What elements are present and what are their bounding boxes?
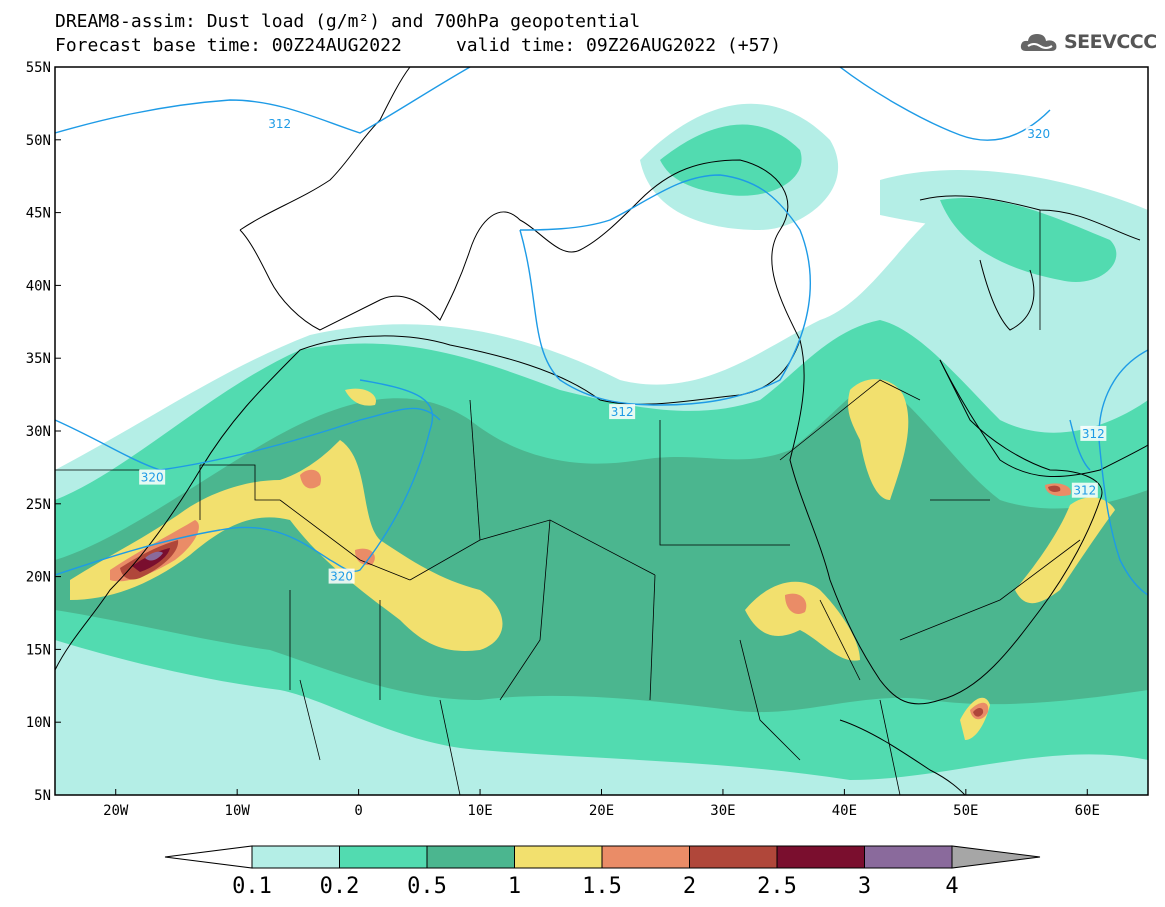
contour-label: 320 — [330, 570, 353, 584]
dust-fields — [55, 67, 1148, 795]
colorbar-label: 1.5 — [582, 874, 622, 899]
cloud-icon — [1020, 34, 1057, 51]
colorbar-swatch — [776, 845, 865, 869]
colorbar-max-arrow — [951, 845, 1041, 869]
colorbar-label: 2 — [683, 874, 696, 899]
colorbar-label: 4 — [945, 874, 958, 899]
lon-tick-label: 60E — [1075, 803, 1100, 819]
contour-label-background — [139, 469, 166, 485]
lat-tick-label: 40N — [26, 278, 51, 294]
longitude-axis: 20W 10W 0 10E 20E 30E 40E 50E 60E — [103, 789, 1100, 819]
lat-tick-label: 55N — [26, 60, 51, 76]
lat-tick-label: 45N — [26, 206, 51, 222]
colorbar-min-arrow — [164, 845, 253, 869]
colorbar-label: 2.5 — [757, 874, 797, 899]
lon-tick-label: 10W — [225, 803, 251, 819]
colorbar-label: 1 — [508, 874, 521, 899]
geopotential-contours — [55, 67, 1148, 596]
colorbar-swatch — [514, 845, 603, 869]
lat-tick-label: 20N — [26, 570, 51, 586]
lat-tick-label: 25N — [26, 497, 51, 513]
contour-label-background — [1071, 482, 1098, 498]
logo-text: SEEVCCC — [1064, 31, 1157, 53]
seevccc-logo: SEEVCCC — [1018, 28, 1157, 56]
colorbar-swatch — [251, 845, 340, 869]
contour-label: 320 — [1027, 127, 1050, 141]
colorbar-label: 3 — [858, 874, 871, 899]
colorbar-swatch — [601, 845, 690, 869]
contour-label: 312 — [1073, 484, 1096, 498]
lat-tick-label: 15N — [26, 642, 51, 658]
lon-tick-label: 10E — [467, 803, 492, 819]
lat-tick-label: 10N — [26, 715, 51, 731]
lat-tick-label: 35N — [26, 351, 51, 367]
contour-label: 320 — [141, 471, 164, 485]
lon-tick-label: 0 — [354, 803, 362, 819]
lat-tick-label: 30N — [26, 424, 51, 440]
contour-label-background — [266, 115, 293, 131]
colorbar-swatch — [864, 845, 953, 869]
colorbar-label: 0.2 — [320, 874, 360, 899]
lat-tick-label: 50N — [26, 133, 51, 149]
colorbar-swatch — [426, 845, 515, 869]
colorbar-swatch — [689, 845, 778, 869]
contour-label: 312 — [611, 405, 634, 419]
lat-tick-label: 5N — [34, 788, 51, 804]
lon-tick-label: 20E — [589, 803, 614, 819]
forecast-time-line: Forecast base time: 00Z24AUG2022 valid t… — [55, 35, 782, 56]
contour-label: 312 — [268, 117, 291, 131]
contour-label-background — [1025, 125, 1052, 141]
contour-label-background — [1080, 425, 1107, 441]
contour-labels: 312 320 320 320 312 312 312 — [139, 115, 1107, 584]
contour-label-background — [609, 404, 636, 420]
map-title: DREAM8-assim: Dust load (g/m²) and 700hP… — [55, 11, 641, 32]
lon-tick-label: 50E — [953, 803, 978, 819]
contour-label: 312 — [1082, 427, 1105, 441]
colorbar-label: 0.5 — [407, 874, 447, 899]
colorbar-swatch — [339, 845, 428, 869]
lon-tick-label: 40E — [832, 803, 857, 819]
lon-tick-label: 30E — [710, 803, 735, 819]
contour-label-background — [328, 568, 355, 584]
lon-tick-label: 20W — [103, 803, 129, 819]
latitude-axis: 55N 50N 45N 40N 35N 30N 25N 20N 15N 10N 5N — [26, 60, 61, 804]
colorbar-label: 0.1 — [232, 874, 272, 899]
